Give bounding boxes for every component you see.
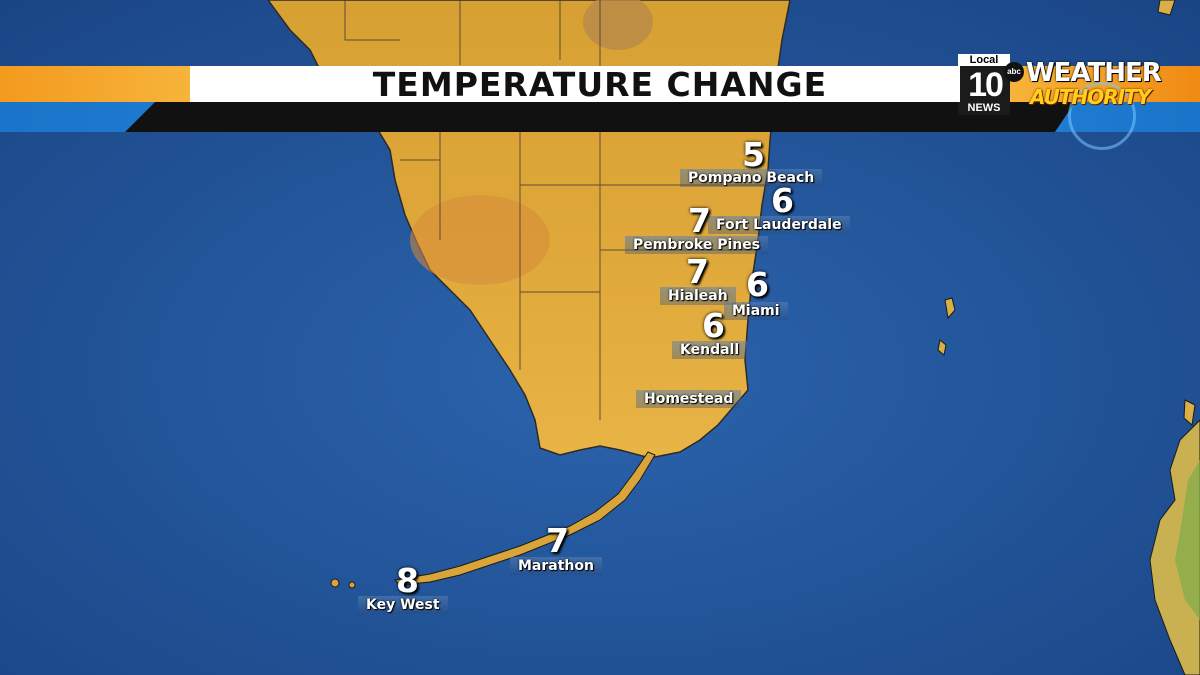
bahamas [937, 0, 1196, 426]
page-title: TEMPERATURE CHANGE [372, 64, 828, 104]
city-value: 6 [702, 306, 725, 345]
city-label: Pembroke Pines [625, 236, 769, 254]
city-label: Marathon [510, 557, 602, 575]
city-value: 6 [771, 181, 794, 220]
city-label: Pompano Beach [680, 169, 823, 187]
banner-left-stripe [0, 66, 190, 102]
station-logo-local: Local [958, 54, 1010, 67]
city-label: Miami [724, 302, 788, 320]
city-value: 7 [686, 252, 709, 291]
city-label: Homestead [636, 390, 742, 408]
city-label: Fort Lauderdale [708, 216, 850, 234]
cuba-green [1175, 460, 1200, 620]
city-value: 7 [546, 521, 569, 560]
network-logo-icon: abc [1004, 62, 1024, 82]
city-value: 5 [742, 135, 765, 174]
station-logo-number: 10 [960, 66, 1010, 104]
city-value: 6 [746, 265, 769, 304]
weather-authority-ring-icon [1068, 82, 1136, 150]
city-label: Key West [358, 596, 448, 614]
city-value: 7 [688, 201, 711, 240]
lake-okeechobee [583, 0, 653, 50]
banner-black-stripe [125, 102, 1075, 132]
warm-zone [410, 195, 550, 285]
city-label: Kendall [672, 341, 748, 359]
title-bar: TEMPERATURE CHANGE [190, 64, 1010, 104]
station-logo-news: NEWS [958, 102, 1010, 115]
florida-keys [330, 451, 656, 589]
brand-weather: WEATHER [1026, 58, 1162, 88]
brand-authority: AUTHORITY [1030, 85, 1151, 109]
city-value: 8 [396, 561, 419, 600]
city-label: Hialeah [660, 287, 736, 305]
